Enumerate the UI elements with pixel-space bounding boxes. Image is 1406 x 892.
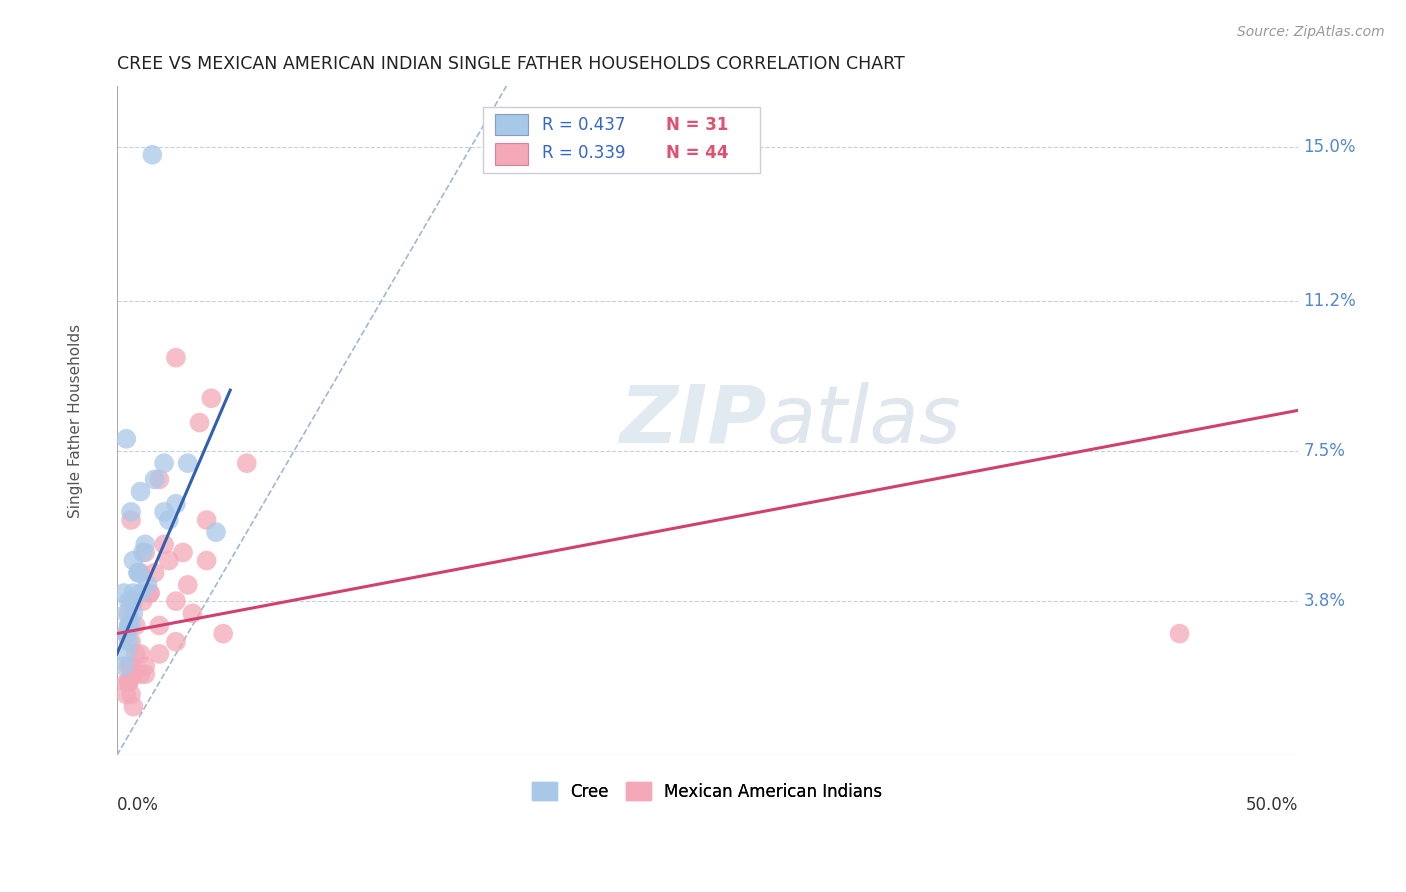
Point	[177, 578, 200, 592]
Point	[134, 545, 156, 559]
Text: R = 0.339: R = 0.339	[541, 144, 626, 161]
Text: N = 31: N = 31	[666, 116, 728, 134]
Point	[118, 594, 141, 608]
Point	[148, 647, 170, 661]
Point	[115, 626, 138, 640]
Point	[172, 545, 194, 559]
Point	[122, 586, 145, 600]
Point	[120, 688, 142, 702]
Text: N = 44: N = 44	[666, 144, 728, 161]
Point	[129, 667, 152, 681]
Point	[115, 647, 138, 661]
Text: CREE VS MEXICAN AMERICAN INDIAN SINGLE FATHER HOUSEHOLDS CORRELATION CHART: CREE VS MEXICAN AMERICAN INDIAN SINGLE F…	[117, 55, 904, 73]
Point	[165, 594, 187, 608]
Point	[136, 578, 159, 592]
Point	[148, 618, 170, 632]
Point	[177, 456, 200, 470]
Point	[132, 594, 155, 608]
Point	[120, 505, 142, 519]
FancyBboxPatch shape	[482, 107, 761, 173]
Point	[112, 586, 135, 600]
Point	[115, 607, 138, 621]
Text: 15.0%: 15.0%	[1303, 137, 1355, 156]
Point	[165, 497, 187, 511]
Point	[153, 505, 176, 519]
Point	[143, 472, 166, 486]
Point	[1168, 626, 1191, 640]
Legend: Cree, Mexican American Indians: Cree, Mexican American Indians	[526, 776, 889, 807]
Point	[129, 566, 152, 580]
Point	[112, 659, 135, 673]
Text: 3.8%: 3.8%	[1303, 592, 1346, 610]
Text: 11.2%: 11.2%	[1303, 292, 1357, 310]
Point	[120, 634, 142, 648]
Point	[165, 351, 187, 365]
Point	[143, 566, 166, 580]
Point	[195, 513, 218, 527]
Point	[127, 566, 149, 580]
Point	[157, 513, 180, 527]
Point	[120, 513, 142, 527]
Point	[200, 391, 222, 405]
Point	[212, 626, 235, 640]
Text: atlas: atlas	[766, 382, 962, 459]
Point	[120, 659, 142, 673]
Point	[118, 618, 141, 632]
Point	[132, 545, 155, 559]
Point	[205, 525, 228, 540]
Point	[122, 553, 145, 567]
Point	[153, 537, 176, 551]
Point	[118, 607, 141, 621]
Point	[148, 472, 170, 486]
Text: 7.5%: 7.5%	[1303, 442, 1346, 460]
Point	[141, 148, 163, 162]
Point	[134, 667, 156, 681]
Point	[115, 675, 138, 690]
Point	[122, 667, 145, 681]
Bar	[495, 144, 527, 165]
Point	[122, 594, 145, 608]
Point	[139, 586, 162, 600]
Point	[120, 618, 142, 632]
Text: 0.0%: 0.0%	[117, 796, 159, 814]
Point	[127, 566, 149, 580]
Point	[165, 634, 187, 648]
Point	[120, 594, 142, 608]
Point	[118, 675, 141, 690]
Point	[139, 586, 162, 600]
Point	[188, 416, 211, 430]
Text: R = 0.437: R = 0.437	[541, 116, 626, 134]
Point	[118, 618, 141, 632]
Point	[122, 607, 145, 621]
Point	[115, 688, 138, 702]
Point	[134, 659, 156, 673]
Text: ZIP: ZIP	[619, 382, 766, 459]
Point	[181, 607, 204, 621]
Point	[129, 484, 152, 499]
Point	[195, 553, 218, 567]
Point	[115, 432, 138, 446]
Point	[118, 659, 141, 673]
Point	[157, 553, 180, 567]
Point	[125, 618, 148, 632]
Point	[118, 675, 141, 690]
Point	[118, 634, 141, 648]
Point	[153, 456, 176, 470]
Point	[122, 699, 145, 714]
Point	[129, 647, 152, 661]
Text: Single Father Households: Single Father Households	[67, 324, 83, 517]
Point	[125, 647, 148, 661]
Text: 50.0%: 50.0%	[1246, 796, 1298, 814]
Bar	[495, 114, 527, 136]
Point	[236, 456, 259, 470]
Point	[134, 537, 156, 551]
Text: Source: ZipAtlas.com: Source: ZipAtlas.com	[1237, 25, 1385, 39]
Point	[129, 586, 152, 600]
Point	[115, 626, 138, 640]
